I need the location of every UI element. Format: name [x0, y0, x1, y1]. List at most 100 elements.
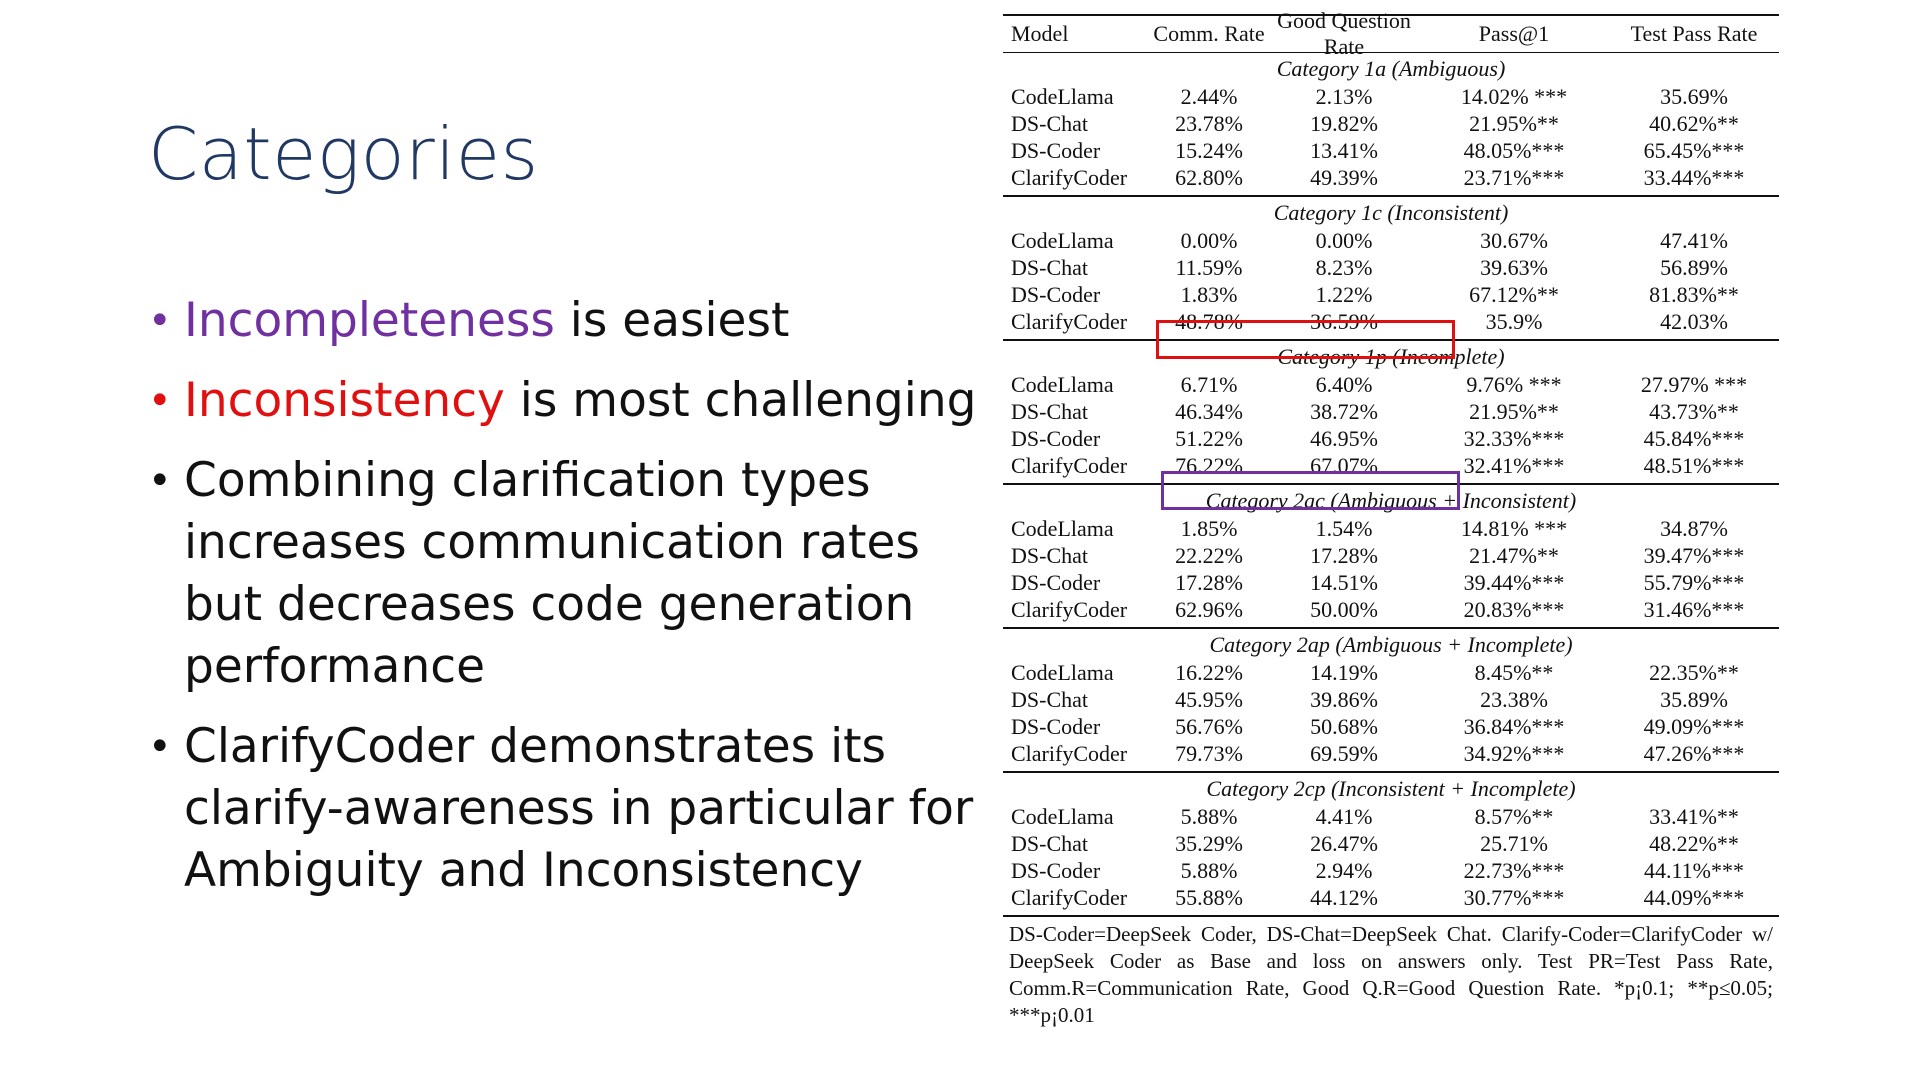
metric-cell: 27.97% ***: [1640, 371, 1748, 397]
metric-cell: 45.84%***: [1643, 425, 1745, 451]
model-name-cell: DS-Chat: [1011, 830, 1088, 856]
metric-cell: 1.83%: [1180, 281, 1238, 307]
table-row: DS-Coder 1.83% 1.22% 67.12%** 81.83%**: [1003, 281, 1779, 308]
metric-cell: 6.71%: [1180, 371, 1238, 397]
metric-cell: 39.44%***: [1463, 569, 1565, 595]
model-name-cell: DS-Coder: [1011, 857, 1101, 883]
metric-cell: 48.51%***: [1643, 452, 1745, 478]
results-table: Model Comm. Rate Good Question Rate Pass…: [1003, 8, 1779, 1029]
metric-cell: 51.22%: [1175, 425, 1243, 451]
metric-cell: 8.57%**: [1474, 803, 1554, 829]
table-row: DS-Coder 17.28% 14.51% 39.44%*** 55.79%***: [1003, 569, 1779, 596]
table-section: Category 2ac (Ambiguous + Inconsistent) C…: [1003, 485, 1779, 629]
highlight-incompleteness: Incompleteness: [184, 293, 555, 348]
category-title: Category 1a (Ambiguous): [1276, 56, 1506, 81]
table-row: DS-Coder 51.22% 46.95% 32.33%*** 45.84%***: [1003, 425, 1779, 452]
model-name-cell: DS-Coder: [1011, 569, 1101, 595]
table-row: CodeLlama 1.85% 1.54% 14.81% *** 34.87%: [1003, 515, 1779, 542]
metric-cell: 32.33%***: [1463, 425, 1565, 451]
table-row: ClarifyCoder 79.73% 69.59% 34.92%*** 47.26%*…: [1003, 740, 1779, 767]
metric-cell: 1.54%: [1315, 515, 1373, 541]
metric-cell: 65.45%***: [1643, 137, 1745, 163]
table-row: DS-Coder 5.88% 2.94% 22.73%*** 44.11%***: [1003, 857, 1779, 884]
model-name-cell: DS-Chat: [1011, 686, 1088, 712]
table-section: Category 2ap (Ambiguous + Incomplete) Cod…: [1003, 629, 1779, 773]
model-name-cell: CodeLlama: [1011, 371, 1114, 397]
metric-cell: 56.76%: [1175, 713, 1243, 739]
table-header: Model Comm. Rate Good Question Rate Pass…: [1003, 8, 1779, 59]
metric-cell: 5.88%: [1180, 857, 1238, 883]
category-title: Category 1c (Inconsistent): [1273, 200, 1509, 225]
metric-cell: 0.00%: [1180, 227, 1238, 253]
metric-cell: 22.73%***: [1463, 857, 1565, 883]
metric-cell: 2.13%: [1315, 83, 1373, 109]
metric-cell: 22.35%**: [1649, 659, 1739, 685]
metric-cell: 20.83%***: [1463, 596, 1565, 622]
metric-cell: 40.62%**: [1649, 110, 1739, 136]
metric-cell: 47.26%***: [1643, 740, 1745, 766]
metric-cell: 5.88%: [1180, 803, 1238, 829]
model-name-cell: ClarifyCoder: [1011, 164, 1128, 190]
header-pass-at-1: Pass@1: [1478, 21, 1550, 46]
table-row: CodeLlama 2.44% 2.13% 14.02% *** 35.69%: [1003, 83, 1779, 110]
metric-cell: 13.41%: [1310, 137, 1378, 163]
metric-cell: 43.73%**: [1649, 398, 1739, 424]
bullet-combining: • Combining clarification types increase…: [148, 450, 998, 698]
table-row: DS-Chat 46.34% 38.72% 21.95%** 43.73%**: [1003, 398, 1779, 425]
metric-cell: 44.12%: [1310, 884, 1378, 910]
model-name-cell: ClarifyCoder: [1011, 308, 1128, 334]
table-row: DS-Chat 45.95% 39.86% 23.38% 35.89%: [1003, 686, 1779, 713]
table-row: DS-Chat 35.29% 26.47% 25.71% 48.22%**: [1003, 830, 1779, 857]
metric-cell: 62.80%: [1175, 164, 1243, 190]
metric-cell: 8.23%: [1315, 254, 1373, 280]
bullet-text: is easiest: [554, 293, 790, 348]
highlight-inconsistency: Inconsistency: [184, 373, 505, 428]
metric-cell: 62.96%: [1175, 596, 1243, 622]
metric-cell: 34.92%***: [1463, 740, 1565, 766]
highlight-box-red: [1156, 320, 1455, 359]
metric-cell: 81.83%**: [1649, 281, 1739, 307]
metric-cell: 30.67%: [1480, 227, 1548, 253]
table-footnote: DS-Coder=DeepSeek Coder, DS-Chat=DeepSee…: [1009, 922, 1773, 1027]
metric-cell: 6.40%: [1315, 371, 1373, 397]
metric-cell: 21.47%**: [1469, 542, 1559, 568]
bullet-dot: •: [148, 458, 172, 504]
model-name-cell: ClarifyCoder: [1011, 596, 1128, 622]
metric-cell: 16.22%: [1175, 659, 1243, 685]
model-name-cell: DS-Chat: [1011, 254, 1088, 280]
metric-cell: 8.45%**: [1474, 659, 1554, 685]
model-name-cell: CodeLlama: [1011, 515, 1114, 541]
metric-cell: 1.85%: [1180, 515, 1238, 541]
metric-cell: 21.95%**: [1469, 110, 1559, 136]
metric-cell: 17.28%: [1310, 542, 1378, 568]
table-row: CodeLlama 16.22% 14.19% 8.45%** 22.35%**: [1003, 659, 1779, 686]
metric-cell: 46.34%: [1175, 398, 1243, 424]
table-row: ClarifyCoder 62.96% 50.00% 20.83%*** 31.46%*…: [1003, 596, 1779, 623]
slide-title: Categories: [148, 112, 539, 196]
metric-cell: 14.81% ***: [1460, 515, 1568, 541]
metric-cell: 35.69%: [1660, 83, 1728, 109]
metric-cell: 14.19%: [1310, 659, 1378, 685]
metric-cell: 42.03%: [1660, 308, 1728, 334]
table-row: CodeLlama 5.88% 4.41% 8.57%** 33.41%**: [1003, 803, 1779, 830]
model-name-cell: CodeLlama: [1011, 227, 1114, 253]
table-section: Category 2cp (Inconsistent + Incomplete)…: [1003, 773, 1779, 917]
model-name-cell: ClarifyCoder: [1011, 740, 1128, 766]
metric-cell: 55.79%***: [1643, 569, 1745, 595]
metric-cell: 2.94%: [1315, 857, 1373, 883]
metric-cell: 47.41%: [1660, 227, 1728, 253]
bullet-inconsistency: • Inconsistency is most challenging: [148, 370, 998, 432]
metric-cell: 79.73%: [1175, 740, 1243, 766]
metric-cell: 48.05%***: [1463, 137, 1565, 163]
metric-cell: 33.44%***: [1643, 164, 1745, 190]
metric-cell: 44.09%***: [1643, 884, 1745, 910]
bullet-dot: •: [148, 298, 172, 344]
metric-cell: 45.95%: [1175, 686, 1243, 712]
header-test-pass-rate: Test Pass Rate: [1630, 21, 1758, 46]
model-name-cell: DS-Coder: [1011, 281, 1101, 307]
metric-cell: 35.29%: [1175, 830, 1243, 856]
bullet-text: Combining clarification types increases …: [184, 453, 920, 694]
table-row: ClarifyCoder 55.88% 44.12% 30.77%*** 44.09%*…: [1003, 884, 1779, 911]
metric-cell: 15.24%: [1175, 137, 1243, 163]
metric-cell: 9.76% ***: [1466, 371, 1562, 397]
